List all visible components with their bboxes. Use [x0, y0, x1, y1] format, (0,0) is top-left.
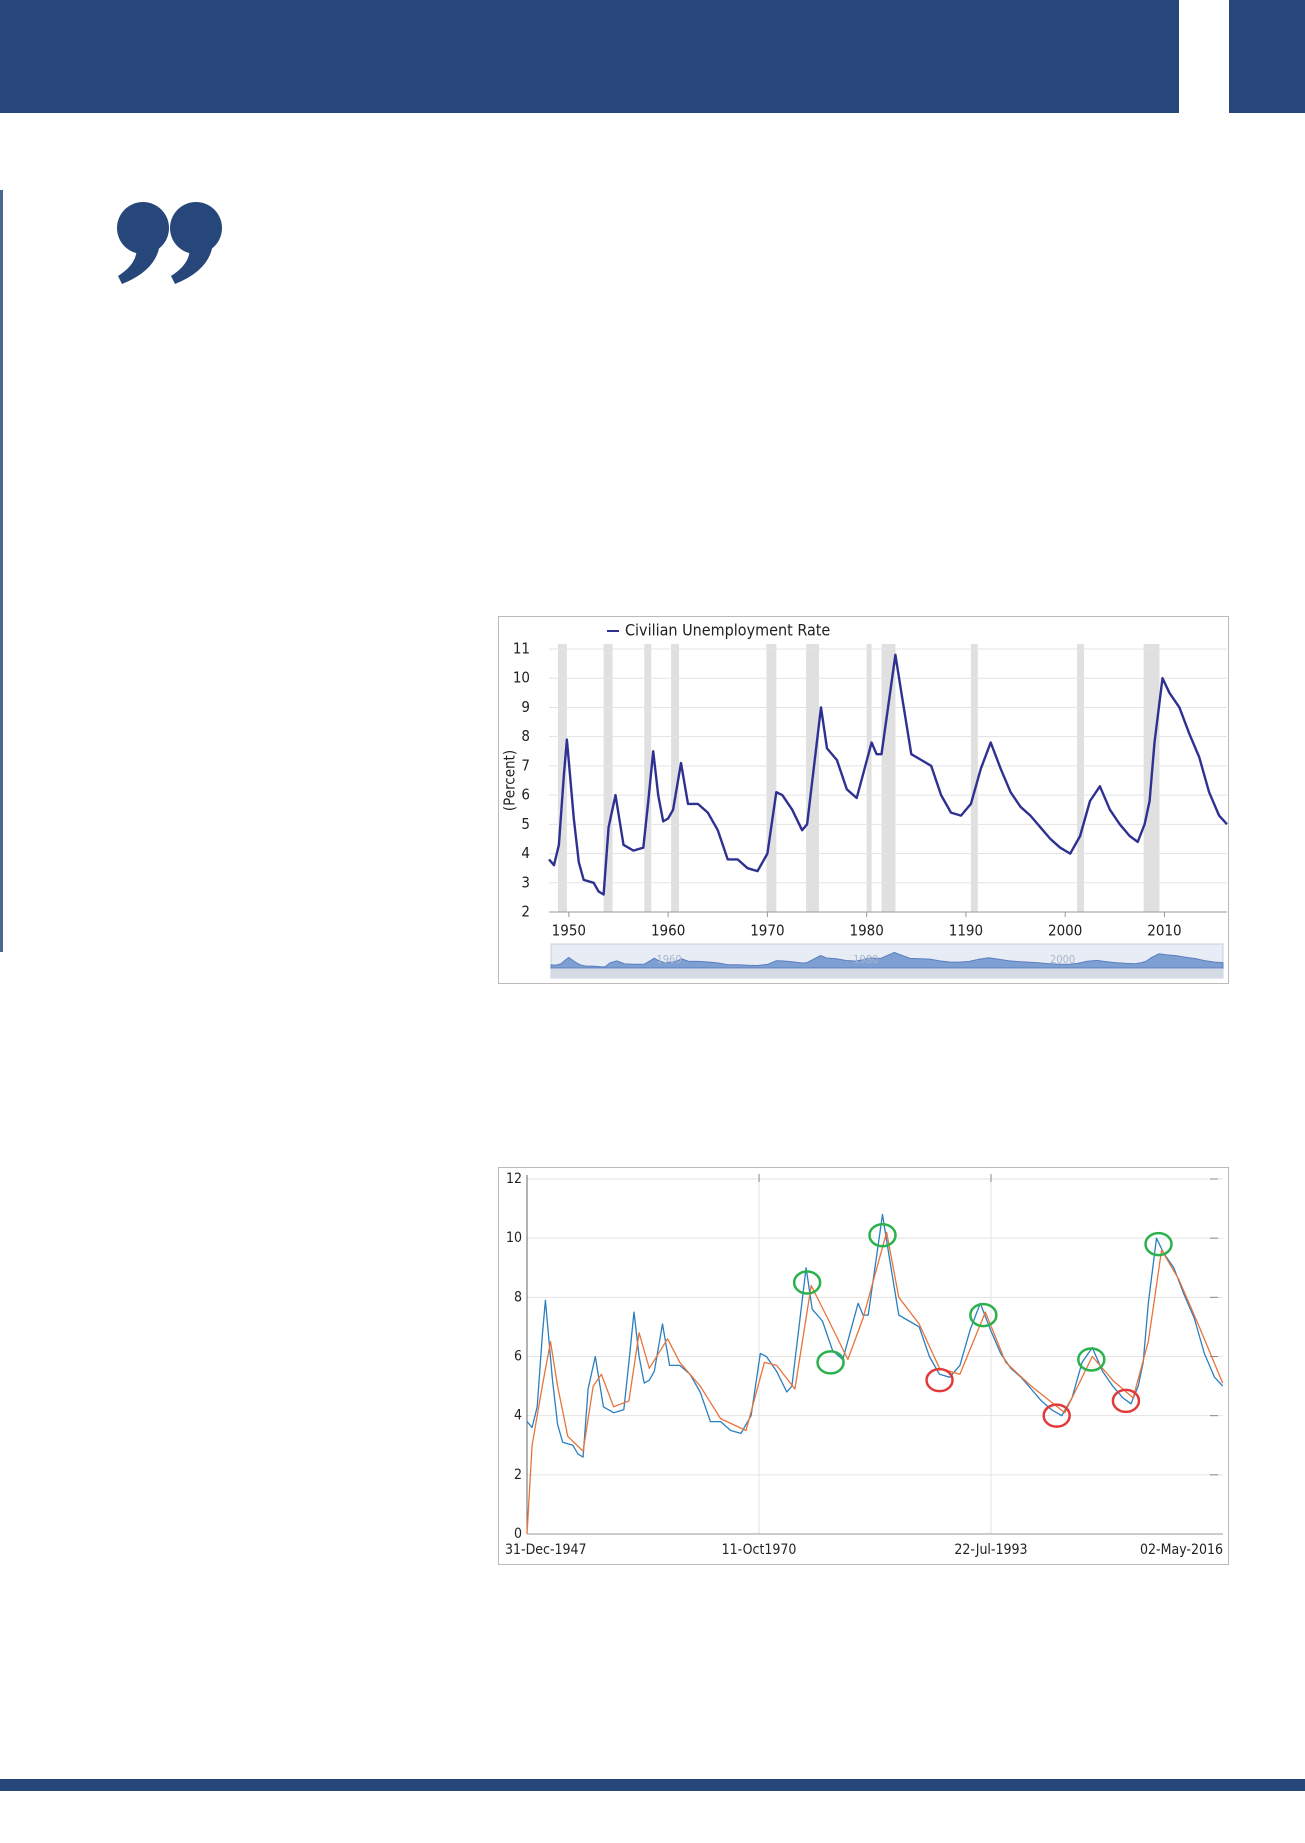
annotation-circle — [868, 1222, 897, 1248]
x-tick-label: 31-Dec-1947 — [505, 1542, 587, 1558]
x-tick-label: 1950 — [552, 922, 586, 940]
annotation-circle — [1042, 1403, 1071, 1428]
recession-band — [557, 644, 567, 912]
recession-band — [866, 644, 872, 912]
x-tick-label: 1970 — [750, 922, 784, 940]
annotation-circle — [1111, 1388, 1141, 1414]
recession-band — [970, 644, 978, 912]
legend-label: Civilian Unemployment Rate — [625, 621, 830, 640]
x-tick-label: 2010 — [1147, 922, 1181, 940]
annotation-circle — [792, 1270, 822, 1295]
y-tick-label: 3 — [521, 873, 530, 891]
recession-band — [671, 644, 680, 912]
x-tick-label: 11-Oct1970 — [722, 1542, 797, 1558]
recession-band — [1077, 644, 1085, 912]
x-tick-label: 02-May-2016 — [1140, 1542, 1223, 1558]
annotation-circle — [925, 1367, 954, 1393]
x-tick-label: 1960 — [651, 922, 685, 940]
footer-bar — [0, 1779, 1305, 1791]
y-tick-label: 9 — [521, 698, 530, 716]
recession-band — [603, 644, 613, 912]
navigator-label: 2000 — [1050, 953, 1075, 966]
y-tick-label: 4 — [521, 844, 530, 862]
navigator-scrollbar — [551, 969, 1223, 978]
chart-frame — [498, 1167, 1229, 1565]
header-block — [1229, 0, 1305, 113]
y-tick-label: 0 — [514, 1526, 522, 1542]
recession-band — [644, 644, 652, 912]
annotation-circle — [969, 1302, 998, 1328]
series-line — [526, 1213, 1224, 1458]
x-tick-label: 1190 — [949, 922, 983, 940]
y-tick-label: 8 — [514, 1289, 522, 1305]
y-tick-label: 6 — [521, 786, 530, 804]
annotation-circle — [816, 1350, 845, 1375]
recession-band — [766, 644, 777, 912]
navigator-area — [550, 951, 1224, 969]
y-axis-label: (Percent) — [501, 750, 519, 811]
y-tick-label: 10 — [513, 669, 530, 687]
y-tick-label: 2 — [514, 1467, 522, 1483]
recession-band — [881, 644, 896, 912]
y-tick-label: 4 — [514, 1408, 522, 1424]
navigator-label: 1980 — [853, 953, 878, 966]
y-tick-label: 7 — [521, 756, 530, 774]
y-tick-label: 2 — [521, 903, 530, 921]
y-tick-label: 11 — [513, 640, 530, 658]
series-line — [548, 653, 1228, 896]
x-tick-label: 2000 — [1048, 922, 1082, 940]
x-tick-label: 1980 — [849, 922, 883, 940]
annotation-circle — [1144, 1231, 1173, 1257]
header-bar — [0, 0, 1179, 113]
annotation-circle — [1077, 1347, 1106, 1372]
y-tick-label: 10 — [506, 1230, 522, 1246]
quote-mark — [117, 202, 222, 284]
y-tick-label: 8 — [521, 727, 530, 745]
y-tick-label: 12 — [506, 1171, 522, 1187]
side-image-strip — [0, 190, 3, 952]
x-tick-label: 22-Jul-1993 — [954, 1542, 1027, 1558]
y-tick-label: 5 — [521, 815, 530, 833]
navigator-label: 1960 — [656, 953, 681, 966]
series-line — [526, 1231, 1224, 1535]
y-tick-label: 6 — [514, 1349, 522, 1365]
